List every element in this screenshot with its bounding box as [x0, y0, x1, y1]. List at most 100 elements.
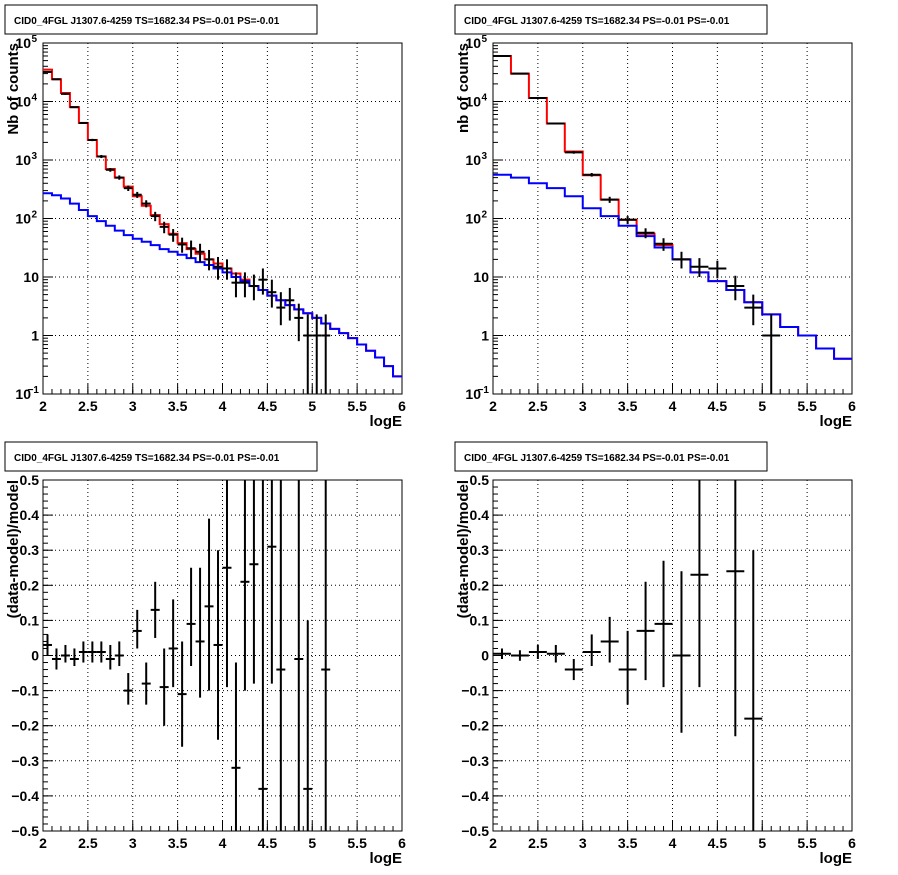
data-point	[744, 294, 763, 326]
data-point	[177, 641, 187, 747]
chart-title: CID0_4FGL J1307.6-4259 TS=1682.34 PS=-0.…	[464, 453, 730, 464]
data-point	[123, 673, 133, 705]
y-tick-label: 10	[15, 35, 31, 51]
x-tick-label: 5.5	[347, 835, 367, 851]
data-point	[78, 641, 88, 663]
y-tick-label: 0.4	[470, 507, 490, 523]
data-point	[87, 138, 97, 142]
data-point	[132, 609, 142, 649]
series-line-2	[43, 192, 402, 378]
x-tick-label: 4	[669, 835, 677, 851]
x-tick-label: 2	[39, 398, 47, 414]
data-point	[60, 644, 70, 663]
y-tick-exponent: 4	[481, 93, 487, 104]
y-axis-label: nb of counts	[455, 43, 472, 133]
data-point	[150, 581, 160, 638]
x-tick-label: 4	[669, 398, 677, 414]
y-tick-exponent: 5	[31, 34, 37, 45]
data-point	[493, 648, 511, 660]
series-layer	[43, 68, 402, 394]
x-tick-label: 3	[579, 398, 587, 414]
x-tick-label: 2.5	[78, 835, 98, 851]
y-tick-label: 10	[465, 94, 481, 110]
y-tick-label: 0.3	[470, 542, 490, 558]
y-tick-label: 0.4	[20, 507, 40, 523]
series-line-2	[493, 173, 852, 360]
x-tick-label: 5	[308, 398, 316, 414]
y-axis-label: (data-model)/model	[455, 480, 472, 618]
data-point	[744, 550, 763, 831]
data-point	[60, 92, 70, 95]
data-point	[249, 480, 259, 684]
data-point	[582, 172, 601, 177]
data-point	[672, 571, 691, 733]
chart-panel-2: CID0_4FGL J1307.6-4259 TS=1682.34 PS=-0.…	[454, 4, 856, 430]
data-point	[168, 229, 178, 242]
y-axis-label: Nb of counts	[5, 43, 22, 135]
y-tick-label: 10	[15, 152, 31, 168]
data-point	[672, 251, 691, 269]
title-box	[4, 4, 318, 35]
x-tick-label: 4	[219, 835, 227, 851]
x-tick-label: 5	[758, 835, 766, 851]
y-tick-exponent: 3	[481, 151, 487, 162]
chart-panel-4: CID0_4FGL J1307.6-4259 TS=1682.34 PS=-0.…	[454, 441, 856, 867]
y-tick-exponent: 2	[481, 210, 487, 221]
data-point	[69, 648, 79, 667]
y-tick-label: 0.1	[20, 612, 40, 628]
data-point	[240, 272, 250, 298]
data-point	[141, 662, 151, 705]
y-tick-label: −0.2	[461, 718, 489, 734]
data-point	[690, 258, 709, 277]
y-tick-label: −0.4	[11, 788, 39, 804]
y-tick-exponent: 4	[31, 93, 37, 104]
x-tick-label: 4.5	[258, 835, 278, 851]
x-tick-label: 3	[129, 835, 137, 851]
data-point	[231, 272, 241, 298]
data-point	[105, 644, 115, 670]
data-point	[708, 260, 727, 279]
y-tick-label: 0.2	[470, 577, 490, 593]
data-point	[546, 122, 565, 125]
x-tick-label: 3.5	[618, 835, 638, 851]
chart-title: CID0_4FGL J1307.6-4259 TS=1682.34 PS=-0.…	[14, 16, 280, 27]
data-point	[114, 175, 124, 180]
data-point	[195, 243, 205, 263]
x-tick-label: 2	[489, 835, 497, 851]
y-tick-label: 0.5	[20, 472, 40, 488]
data-point	[285, 287, 295, 321]
x-tick-label: 2	[39, 835, 47, 851]
data-point	[726, 480, 745, 737]
y-tick-label: 10	[15, 386, 31, 402]
data-point	[267, 480, 277, 684]
y-tick-exponent: 3	[31, 151, 37, 162]
data-point	[690, 480, 709, 688]
x-tick-label: 5.5	[347, 398, 367, 414]
data-point	[51, 78, 61, 81]
data-point	[141, 200, 151, 208]
title-box	[454, 441, 768, 472]
y-tick-label: −0.5	[461, 823, 489, 839]
data-point	[528, 96, 547, 99]
data-point	[528, 644, 547, 660]
data-point	[636, 581, 655, 681]
x-tick-label: 4	[219, 398, 227, 414]
data-point	[249, 274, 259, 301]
data-point	[177, 237, 187, 253]
data-point	[114, 641, 124, 667]
data-point	[303, 314, 313, 394]
y-tick-exponent: 2	[31, 210, 37, 221]
data-point	[510, 650, 529, 661]
data-point	[258, 268, 268, 295]
x-tick-label: 4.5	[708, 398, 728, 414]
data-point	[186, 240, 196, 259]
data-point	[96, 641, 106, 663]
data-point	[564, 659, 583, 681]
x-tick-label: 3	[129, 398, 137, 414]
data-point	[267, 279, 277, 308]
y-tick-exponent: −1	[478, 385, 490, 396]
y-tick-label: −0.4	[461, 788, 489, 804]
data-point	[132, 191, 142, 198]
data-point	[43, 634, 52, 656]
x-tick-label: 6	[398, 398, 406, 414]
